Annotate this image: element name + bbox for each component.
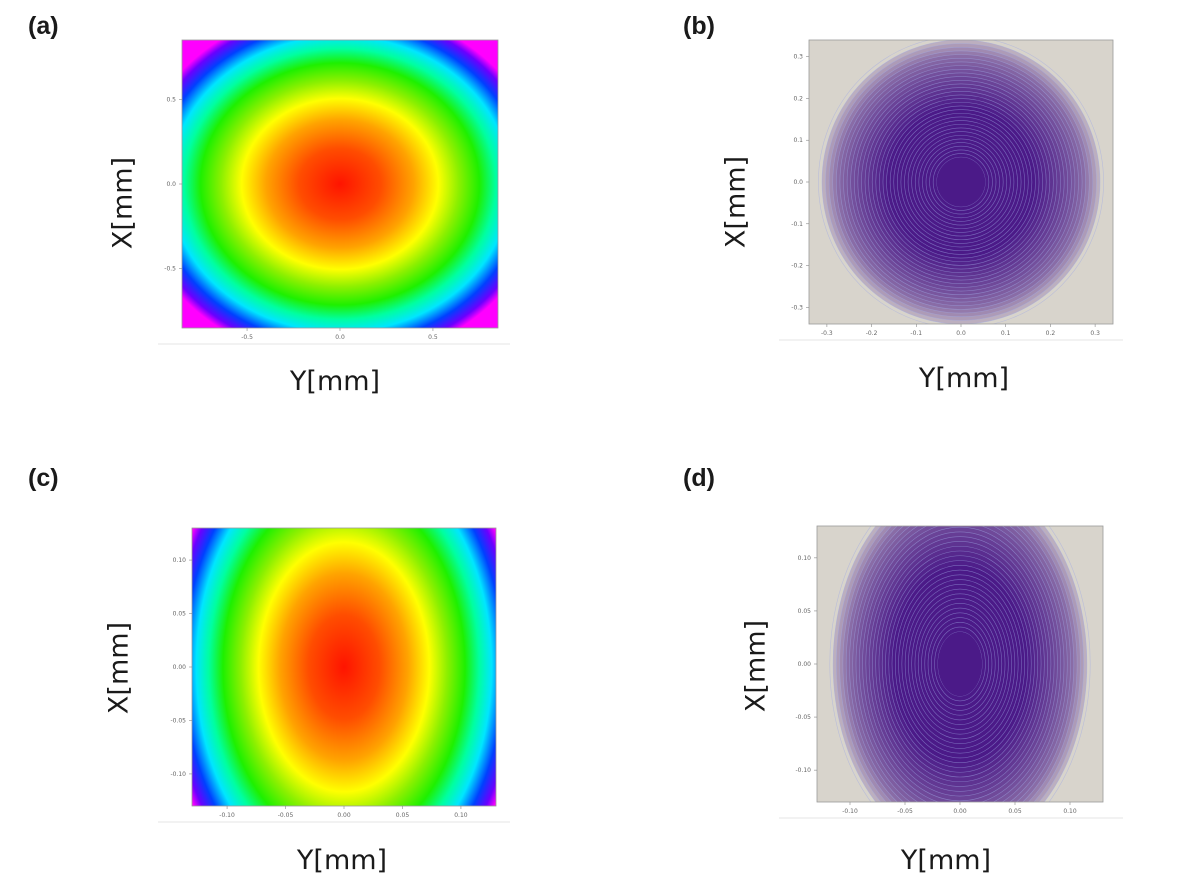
y-tick-label: -0.1 bbox=[791, 221, 803, 228]
y-tick-label: 0.0 bbox=[793, 179, 803, 186]
heatmap-field bbox=[192, 528, 496, 806]
x-axis-title-d: Y[mm] bbox=[900, 845, 992, 876]
x-tick-label: -0.10 bbox=[842, 808, 858, 815]
x-tick-label: 0.0 bbox=[956, 330, 966, 337]
x-tick-label: -0.05 bbox=[897, 808, 913, 815]
x-tick-label: 0.5 bbox=[428, 334, 438, 341]
x-tick-label: 0.2 bbox=[1046, 330, 1056, 337]
heatmap-panel-a: -0.5 0.0 0.5 0.5 0.0 -0.5 bbox=[158, 39, 510, 345]
x-tick-label: 0.1 bbox=[1001, 330, 1011, 337]
x-tick-label: 0.00 bbox=[953, 808, 967, 815]
y-axis-title-b: X[mm] bbox=[720, 155, 752, 249]
heatmap-panel-b: -0.3 -0.2 -0.1 0.0 0.1 0.2 0.3 0.3 0.2 0.1 0.0 -0.1… bbox=[779, 39, 1123, 341]
y-axis-title-d: X[mm] bbox=[740, 619, 772, 713]
y-tick-label: -0.3 bbox=[791, 304, 803, 311]
x-tick-label: 0.10 bbox=[1063, 808, 1077, 815]
x-axis-title-c: Y[mm] bbox=[296, 845, 388, 876]
contour-peak bbox=[936, 157, 986, 207]
x-tick-label: 0.3 bbox=[1090, 330, 1100, 337]
panel-label-c: (c) bbox=[28, 464, 59, 492]
panel-label-d: (d) bbox=[683, 464, 715, 492]
heatmap-panel-d: -0.10 -0.05 0.00 0.05 0.10 0.10 0.05 0.00 -0.05 -… bbox=[779, 525, 1123, 819]
y-tick-label: 0.3 bbox=[793, 54, 803, 61]
x-tick-label: -0.2 bbox=[866, 330, 878, 337]
x-tick-label: -0.3 bbox=[821, 330, 833, 337]
panel-label-a: (a) bbox=[28, 12, 59, 40]
y-tick-label: 0.10 bbox=[798, 555, 812, 562]
y-tick-label: -0.5 bbox=[164, 266, 176, 273]
x-tick-label: 0.0 bbox=[335, 334, 345, 341]
x-tick-label: -0.10 bbox=[219, 812, 235, 819]
y-tick-label: 0.05 bbox=[173, 611, 187, 618]
panel-label-b: (b) bbox=[683, 12, 715, 40]
y-tick-label: -0.05 bbox=[170, 717, 186, 724]
y-tick-label: -0.2 bbox=[791, 263, 803, 270]
heatmap-field bbox=[182, 40, 498, 328]
x-axis-title-b: Y[mm] bbox=[918, 363, 1010, 394]
y-tick-label: 0.0 bbox=[166, 181, 176, 188]
y-tick-label: -0.05 bbox=[795, 714, 811, 721]
y-axis-title-a: X[mm] bbox=[107, 156, 139, 250]
y-tick-label: 0.00 bbox=[798, 661, 812, 668]
x-tick-label: -0.1 bbox=[910, 330, 922, 337]
x-axis-title-a: Y[mm] bbox=[289, 366, 381, 397]
y-tick-label: 0.10 bbox=[173, 557, 187, 564]
x-tick-label: 0.05 bbox=[1008, 808, 1022, 815]
y-tick-label: 0.1 bbox=[793, 137, 803, 144]
y-tick-label: 0.2 bbox=[793, 95, 803, 102]
y-tick-label: 0.5 bbox=[166, 96, 176, 103]
x-tick-label: -0.5 bbox=[241, 334, 253, 341]
x-tick-label: 0.10 bbox=[454, 812, 468, 819]
y-tick-label: 0.05 bbox=[798, 608, 812, 615]
heatmap-panel-c: -0.10 -0.05 0.00 0.05 0.10 0.10 0.05 0.00 -0.05 -… bbox=[158, 527, 510, 823]
x-tick-label: 0.05 bbox=[396, 812, 410, 819]
y-axis-title-c: X[mm] bbox=[103, 621, 135, 715]
y-tick-label: 0.00 bbox=[173, 664, 187, 671]
y-tick-label: -0.10 bbox=[795, 767, 811, 774]
x-tick-label: 0.00 bbox=[337, 812, 351, 819]
y-tick-label: -0.10 bbox=[170, 771, 186, 778]
x-tick-label: -0.05 bbox=[278, 812, 294, 819]
contour-peak bbox=[937, 631, 983, 697]
